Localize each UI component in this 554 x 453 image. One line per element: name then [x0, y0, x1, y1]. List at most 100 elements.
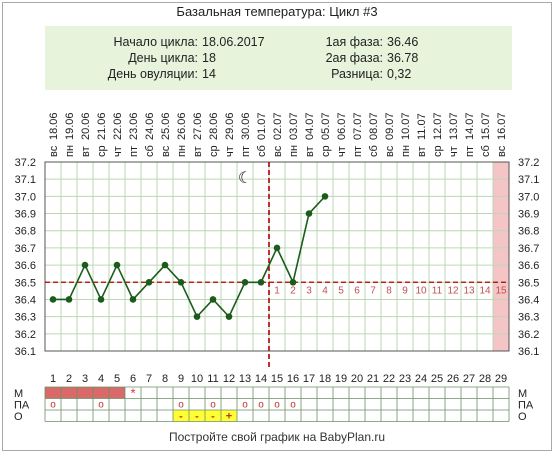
cycle-day-label: 20	[351, 373, 363, 385]
menstruation-star-mark: *	[130, 386, 135, 401]
cycle-day-label: 10	[191, 373, 203, 385]
menstruation-cell	[109, 387, 125, 399]
date-label: 18.06	[48, 112, 60, 140]
footer-link[interactable]: Постройте свой график на BabyPlan.ru	[168, 430, 386, 444]
weekday-label: сб	[144, 145, 156, 157]
weekday-label: вс	[48, 145, 60, 157]
y-tick-label-right: 37.2	[518, 157, 539, 169]
phase1-label: 1ая фаза:	[325, 35, 383, 49]
temperature-point	[97, 296, 105, 303]
difference-value: 0,32	[387, 67, 412, 81]
moon-icon: ☾	[238, 168, 252, 187]
cycle-day-label: 13	[239, 373, 251, 385]
cycle-day-label: 17	[303, 373, 315, 385]
y-tick-label-right: 36.6	[518, 260, 539, 272]
date-label: 12.07	[432, 112, 444, 140]
date-label: 11.07	[416, 113, 428, 140]
weekday-label: пн	[64, 145, 76, 157]
ovulation-day-label: День овуляции:	[107, 67, 198, 81]
pa-mark: o	[242, 400, 248, 411]
cycle-day-label: 2	[66, 373, 72, 385]
temperature-point	[129, 296, 137, 303]
pa-mark: o	[274, 400, 280, 411]
y-tick-label-left: 36.7	[15, 243, 36, 255]
grid-lines	[44, 161, 510, 352]
date-label: 04.07	[304, 112, 316, 140]
y-tick-label-left: 37.0	[15, 191, 36, 203]
y-tick-label-left: 37.1	[15, 174, 36, 186]
y-tick-label-right: 36.1	[518, 346, 539, 358]
cycle-day-value: 18	[202, 51, 216, 65]
table-row-label-right: М	[518, 388, 527, 400]
discharge-cell	[173, 410, 189, 422]
symptom-table: *o o o o o o o o- - - +	[44, 386, 510, 423]
discharge-cell	[221, 410, 237, 422]
weekday-label: чт	[112, 146, 124, 157]
date-label: 20.06	[80, 112, 92, 140]
discharge-cell	[205, 410, 221, 422]
weekday-label: пт	[464, 146, 476, 157]
phase2-count-label: 4	[322, 285, 328, 296]
date-label: 29.06	[224, 112, 236, 140]
date-label: 14.07	[464, 112, 476, 140]
pa-mark: o	[178, 400, 184, 411]
date-label: 28.06	[208, 112, 220, 140]
temperature-point	[113, 261, 121, 269]
table-row-label-left: М	[14, 388, 23, 400]
temperature-point	[273, 244, 281, 252]
difference-label: Разница:	[331, 67, 383, 81]
y-tick-label-right: 36.7	[518, 243, 539, 255]
weekday-label: чт	[224, 146, 236, 157]
chart-title: Базальная температура: Цикл #3	[176, 4, 378, 19]
temperature-point	[241, 278, 249, 286]
pa-mark: o	[210, 400, 216, 411]
temperature-point	[257, 278, 265, 286]
cycle-day-label: 28	[479, 373, 491, 385]
cycle-day-label: 15	[271, 373, 283, 385]
phase2-count-label: 6	[354, 285, 360, 296]
y-tick-label-left: 36.3	[15, 312, 36, 324]
temperature-point	[305, 210, 313, 217]
cycle-day-label: 1	[50, 373, 56, 385]
y-tick-label-left: 36.6	[15, 260, 36, 272]
cycle-day-label: 4	[98, 373, 104, 385]
date-label: 08.07	[368, 112, 380, 140]
weekday-label: вт	[416, 146, 428, 157]
date-label: 09.07	[384, 112, 396, 140]
date-label: 19.06	[64, 112, 76, 140]
phase2-count-label: 15	[495, 285, 507, 296]
weekday-label: пт	[240, 146, 252, 157]
discharge-cell	[189, 410, 205, 422]
cycle-day-label: 3	[82, 373, 88, 385]
date-label: 07.07	[352, 112, 364, 140]
y-tick-label-left: 36.8	[15, 226, 36, 238]
date-label: 30.06	[240, 112, 252, 140]
date-label: 02.07	[272, 112, 284, 140]
phase2-count-label: 11	[432, 285, 443, 296]
cycle-day-label: 24	[415, 373, 427, 385]
weekday-label: вс	[272, 145, 284, 157]
temperature-point	[81, 261, 89, 269]
temperature-point	[49, 296, 57, 303]
weekday-label: вт	[192, 146, 204, 157]
y-tick-label-left: 37.2	[15, 157, 36, 169]
date-label: 21.06	[96, 112, 108, 140]
table-row-label-left: О	[14, 411, 23, 423]
y-tick-label-right: 36.4	[518, 294, 539, 306]
cycle-start-label: Начало цикла:	[113, 35, 199, 49]
weekday-label: вт	[80, 146, 92, 157]
weekday-label: вс	[384, 145, 396, 157]
menstruation-cell	[61, 387, 77, 399]
cycle-day-label: 14	[255, 373, 267, 385]
cycle-day-label: 22	[383, 373, 395, 385]
date-label: 10.07	[400, 112, 412, 140]
discharge-mark: -	[211, 411, 215, 423]
weekday-label: пн	[400, 145, 412, 157]
menstruation-cell	[77, 387, 93, 399]
cycle-day-label: 6	[130, 373, 136, 385]
date-label: 01.07	[256, 112, 268, 140]
weekday-label: ср	[320, 145, 332, 157]
temperature-point	[321, 193, 329, 200]
date-label: 26.06	[176, 112, 188, 140]
